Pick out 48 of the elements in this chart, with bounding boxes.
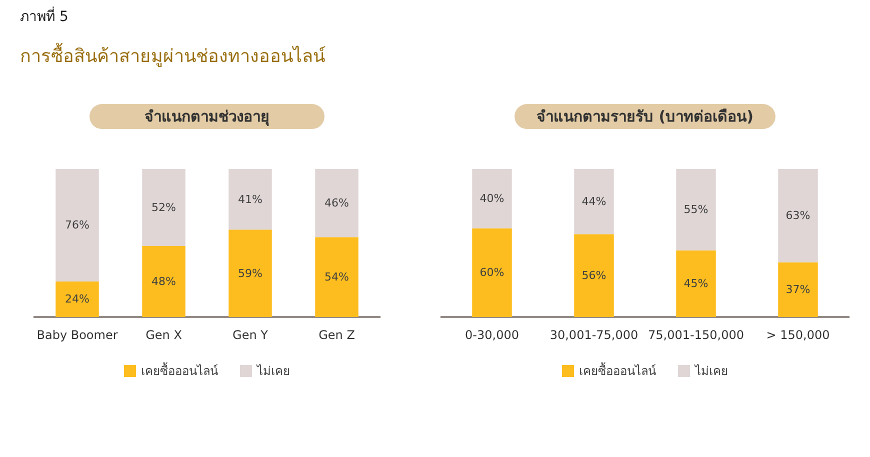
- x-tick-label: Gen Y: [232, 328, 269, 342]
- bar: [676, 169, 716, 250]
- data-label: 46%: [324, 196, 349, 210]
- x-tick-label: Gen Z: [318, 328, 355, 342]
- chart-title: จำแนกตามช่วงอายุ: [144, 108, 270, 126]
- legend-label: ไม่เคย: [256, 364, 290, 378]
- data-label: 44%: [582, 195, 606, 208]
- x-tick-label: 0-30,000: [465, 328, 519, 342]
- data-label: 54%: [324, 270, 349, 284]
- bar: [574, 234, 614, 317]
- bar: [472, 228, 512, 317]
- bar: [142, 169, 186, 246]
- text: การซื้อสินค้าสายมูผ่านช่องทางออนไลน์: [20, 42, 325, 69]
- bar: [778, 262, 818, 317]
- text: ภาพที่ 5: [20, 6, 68, 27]
- chart-title: จำแนกตามรายรับ (บาทต่อเดือน): [536, 108, 754, 126]
- bar: [56, 169, 99, 282]
- bar: [56, 281, 99, 317]
- bar: [228, 230, 272, 317]
- legend-label: เคยซื้อออนไลน์: [141, 362, 218, 378]
- data-label: 37%: [786, 283, 810, 296]
- bar: [142, 246, 186, 317]
- x-tick-label: > 150,000: [766, 328, 830, 342]
- data-label: 24%: [65, 292, 90, 306]
- x-tick-label: 30,001-75,000: [550, 328, 638, 342]
- bar: [315, 237, 358, 317]
- x-tick-label: 75,001-150,000: [648, 328, 744, 342]
- bar: [574, 169, 614, 234]
- x-tick-label: Gen X: [146, 328, 182, 342]
- legend-label: ไม่เคย: [694, 364, 728, 378]
- data-label: 48%: [152, 274, 176, 288]
- data-label: 59%: [238, 266, 262, 280]
- data-label: 41%: [238, 192, 262, 206]
- bar: [228, 169, 272, 230]
- x-tick-label: Baby Boomer: [36, 328, 118, 342]
- data-label: 63%: [786, 209, 810, 222]
- data-label: 56%: [582, 269, 606, 282]
- data-label: 40%: [480, 192, 504, 206]
- data-label: 76%: [65, 218, 90, 232]
- bar: [778, 169, 818, 262]
- bar: [315, 169, 358, 238]
- bar: [472, 169, 512, 228]
- bar: [676, 250, 716, 317]
- data-label: 60%: [480, 266, 504, 280]
- legend-label: เคยซื้อออนไลน์: [579, 362, 656, 378]
- data-label: 52%: [152, 200, 176, 214]
- data-label: 45%: [684, 277, 708, 290]
- data-label: 55%: [684, 203, 708, 216]
